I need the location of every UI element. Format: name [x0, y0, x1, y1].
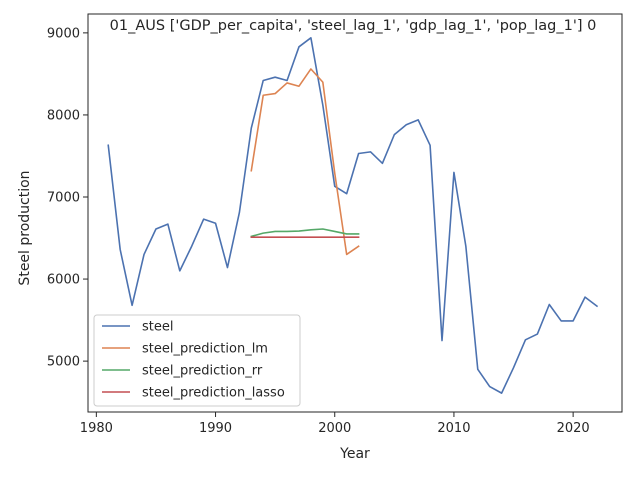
- legend: steel steel_prediction_lm steel_prediction…: [93, 314, 301, 407]
- x-tick-label: 2010: [437, 421, 470, 436]
- series-line-steel: [107, 36, 599, 394]
- y-axis-ticks: 5000 6000 7000 8000 9000: [47, 26, 88, 370]
- y-tick-label: 6000: [47, 273, 80, 288]
- legend-box: [93, 314, 301, 407]
- y-tick-label: 5000: [47, 355, 80, 370]
- chart-title: 01_AUS ['GDP_per_capita', 'steel_lag_1',…: [110, 18, 597, 34]
- y-tick-label: 8000: [47, 108, 80, 123]
- y-axis-label: Steel production: [17, 170, 33, 285]
- plot-frame: [87, 13, 623, 413]
- series-layer: [107, 36, 599, 394]
- x-tick-label: 1990: [199, 421, 232, 436]
- series-line-steel-prediction-lm: [250, 68, 360, 256]
- series-line-steel-prediction-rr: [250, 228, 360, 238]
- legend-label: steel_prediction_lm: [142, 342, 268, 357]
- x-axis-label: Year: [339, 446, 370, 462]
- x-tick-label: 2020: [557, 421, 590, 436]
- y-tick-label: 9000: [47, 26, 80, 41]
- y-tick-label: 7000: [47, 190, 80, 205]
- x-tick-label: 1980: [80, 421, 113, 436]
- x-tick-label: 2000: [318, 421, 351, 436]
- x-axis-ticks: 1980 1990 2000 2010 2020: [80, 412, 590, 436]
- legend-label: steel_prediction_rr: [142, 364, 263, 379]
- legend-label: steel: [142, 320, 173, 335]
- legend-label: steel_prediction_lasso: [142, 386, 285, 401]
